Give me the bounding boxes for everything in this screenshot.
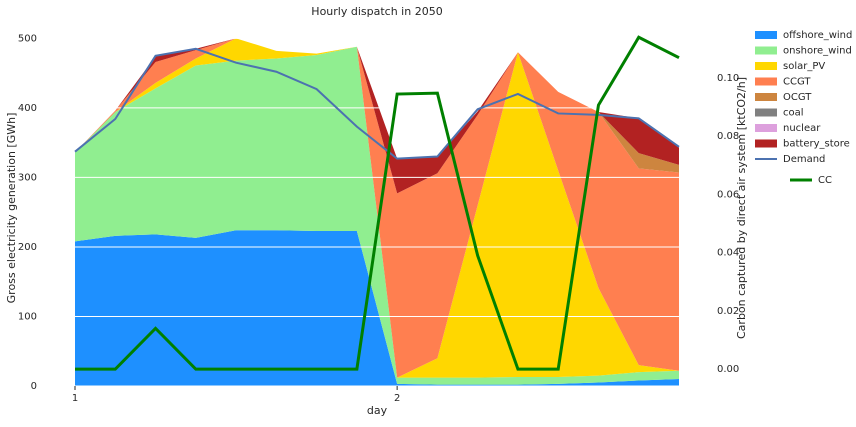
y-tick-label: 200 [18, 242, 37, 253]
y-tick-label: 300 [18, 172, 37, 183]
y2-tick-label: 0.08 [717, 131, 739, 142]
y-tick-label: 500 [18, 33, 37, 44]
legend-label: battery_store [783, 139, 850, 150]
area [75, 38, 679, 194]
legend-label: solar_PV [783, 61, 825, 72]
chart-title: Hourly dispatch in 2050 [311, 5, 442, 18]
legend-label: Demand [783, 154, 825, 165]
line [74, 47, 680, 160]
x-tick-label: 1 [72, 393, 78, 404]
legend-swatch [755, 77, 777, 86]
legend-label: CCGT [783, 77, 811, 88]
area [75, 230, 679, 386]
y-tick-label: 100 [18, 311, 37, 322]
legend-swatch [755, 46, 777, 55]
y2-tick-label: 0.06 [717, 189, 739, 200]
legend-swatch [755, 62, 777, 70]
legend-swatch [755, 108, 777, 117]
y-tick-label: 0 [31, 381, 37, 392]
y-tick-label: 400 [18, 103, 37, 114]
y2-tick-label: 0.04 [717, 248, 739, 259]
legend-swatch [755, 31, 777, 39]
legend-label: nuclear [783, 123, 821, 134]
y2-tick-label: 0.10 [717, 73, 739, 84]
y2-tick-label: 0.00 [717, 364, 739, 375]
area [75, 46, 679, 385]
area [75, 38, 679, 378]
legend-swatch [755, 93, 777, 101]
line [75, 35, 680, 371]
y2-tick-label: 0.02 [717, 306, 739, 317]
x-axis-label: day [367, 404, 388, 417]
legend-label: OCGT [783, 92, 812, 103]
legend-swatch [755, 139, 777, 148]
area [75, 38, 679, 378]
y2-axis-label: Carbon captured by direct air system [kt… [735, 77, 748, 339]
legend-label: onshore_wind [783, 46, 852, 57]
y-axis-label: Gross electricity generation [GWh] [5, 113, 18, 304]
legend-label: CC [818, 175, 832, 186]
legend-label: offshore_wind [783, 30, 852, 41]
x-tick-label: 2 [394, 393, 400, 404]
legend-label: coal [783, 108, 804, 119]
legend-swatch [755, 124, 777, 132]
